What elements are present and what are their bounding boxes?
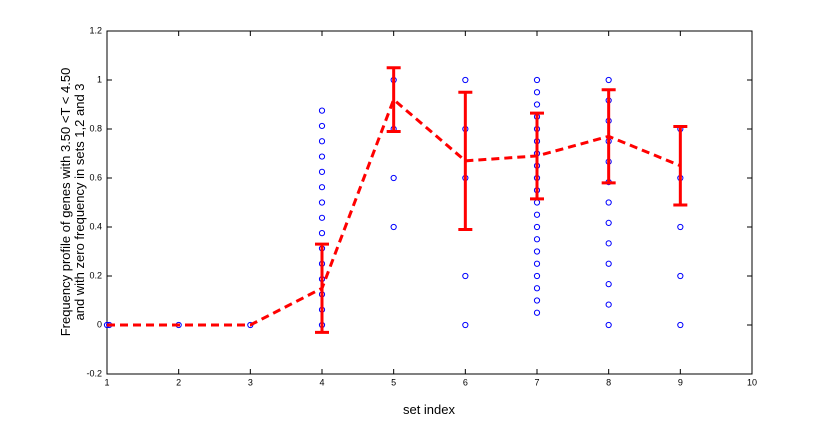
x-tick-label: 10 bbox=[747, 377, 757, 387]
data-point bbox=[533, 260, 541, 267]
data-point bbox=[533, 248, 541, 255]
data-point bbox=[605, 321, 612, 329]
x-tick-label: 4 bbox=[319, 377, 324, 387]
y-tick-label: 0.4 bbox=[89, 221, 102, 231]
data-point bbox=[605, 219, 612, 227]
error-bar bbox=[386, 66, 401, 133]
data-point bbox=[677, 223, 684, 231]
data-point bbox=[318, 107, 326, 114]
data-point bbox=[677, 321, 684, 329]
x-tick-label: 6 bbox=[463, 377, 468, 387]
x-axis-label: set index bbox=[403, 402, 456, 417]
y-tick-label: 0.8 bbox=[89, 123, 102, 133]
data-point bbox=[462, 76, 469, 84]
data-point bbox=[605, 76, 612, 84]
y-tick-label: 0 bbox=[97, 319, 102, 329]
data-point bbox=[318, 214, 326, 221]
data-point bbox=[533, 76, 541, 84]
data-point bbox=[533, 309, 541, 316]
x-tick-label: 1 bbox=[104, 377, 109, 387]
error-bar bbox=[530, 111, 544, 201]
y-tick-label: 1.2 bbox=[89, 25, 102, 35]
data-point bbox=[533, 223, 541, 231]
data-point bbox=[533, 285, 541, 292]
x-tick-label: 8 bbox=[606, 377, 611, 387]
data-point bbox=[318, 168, 326, 175]
data-point bbox=[390, 223, 397, 231]
error-bar bbox=[601, 88, 616, 185]
y-tick-label: -0.2 bbox=[86, 368, 102, 378]
error-bar bbox=[458, 90, 473, 231]
y-axis-label: and with zero frequency in sets 1,2 and … bbox=[72, 83, 87, 320]
data-point bbox=[533, 272, 541, 280]
y-tick-label: 1 bbox=[97, 74, 102, 84]
data-point bbox=[533, 89, 541, 96]
data-point bbox=[533, 297, 541, 304]
data-point bbox=[390, 174, 397, 182]
data-point bbox=[605, 240, 612, 247]
error-bar bbox=[673, 125, 688, 207]
data-point bbox=[605, 199, 612, 206]
x-tick-label: 7 bbox=[534, 377, 539, 387]
data-point bbox=[462, 272, 469, 280]
error-bar bbox=[315, 242, 329, 334]
data-point bbox=[318, 153, 326, 160]
data-point bbox=[318, 199, 326, 206]
y-tick-label: 0.6 bbox=[89, 172, 102, 182]
data-point bbox=[318, 138, 326, 145]
data-point bbox=[533, 236, 541, 243]
x-tick-label: 5 bbox=[391, 377, 396, 387]
data-point bbox=[605, 260, 612, 267]
data-point bbox=[677, 272, 684, 280]
mean-line bbox=[107, 97, 681, 327]
data-point bbox=[533, 211, 541, 218]
data-point bbox=[533, 101, 541, 108]
data-point bbox=[318, 184, 326, 191]
data-point bbox=[462, 321, 469, 329]
axes-box bbox=[106, 30, 753, 375]
data-point bbox=[318, 122, 326, 130]
data-point bbox=[605, 281, 612, 288]
x-tick-label: 3 bbox=[248, 377, 253, 387]
y-axis-label: Frequency profile of genes with 3.50 <T … bbox=[58, 68, 73, 337]
x-tick-label: 9 bbox=[678, 377, 683, 387]
data-point bbox=[533, 199, 541, 206]
data-point bbox=[605, 301, 612, 308]
x-tick-label: 2 bbox=[176, 377, 181, 387]
y-tick-label: 0.2 bbox=[89, 270, 102, 280]
data-point bbox=[318, 230, 326, 237]
